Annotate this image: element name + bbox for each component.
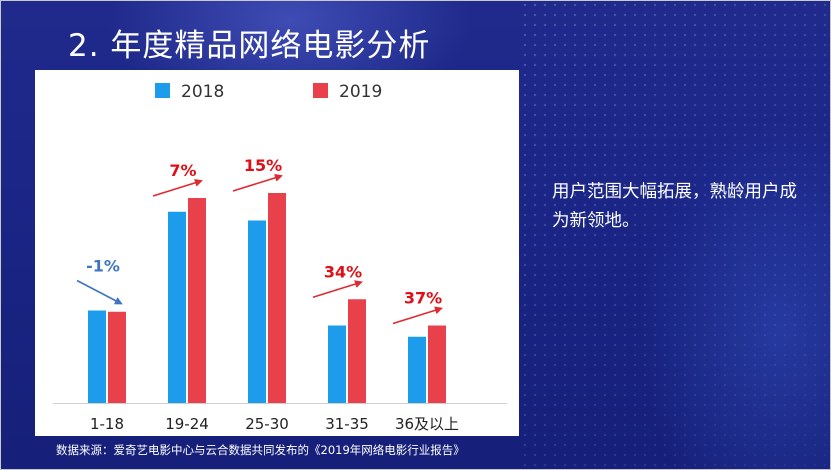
bar-2019-19-24 bbox=[188, 198, 206, 403]
bar-2019-31-35 bbox=[348, 299, 366, 403]
bar-2018-31-35 bbox=[328, 325, 346, 403]
legend-swatch-2019 bbox=[313, 83, 328, 98]
age-distribution-chart: 2018 2019 1-18 -1% 19-24 7% 25-30 15% 31-35 34% 36… bbox=[53, 82, 507, 433]
chart-panel: 2018 2019 1-18 -1% 19-24 7% 25-30 15% 31-35 34% 36… bbox=[35, 70, 519, 436]
bar-2019-36及以上 bbox=[428, 325, 446, 403]
change-label: -1% bbox=[86, 257, 120, 276]
bar-2018-1-18 bbox=[88, 310, 106, 403]
data-source-note: 数据来源：爱奇艺电影中心与云合数据共同发布的《2019年网络电影行业报告》 bbox=[56, 443, 465, 457]
legend-label-2018: 2018 bbox=[181, 82, 224, 102]
bar-2018-36及以上 bbox=[408, 336, 426, 403]
x-tick-label: 31-35 bbox=[325, 415, 369, 433]
change-arrow-up bbox=[392, 306, 443, 325]
x-tick-label: 19-24 bbox=[165, 415, 209, 433]
x-tick-label: 1-18 bbox=[90, 415, 124, 433]
change-arrow-up bbox=[312, 280, 363, 299]
background-dot-pattern bbox=[520, 0, 831, 470]
change-label: 34% bbox=[324, 262, 362, 281]
bar-2018-19-24 bbox=[168, 211, 186, 403]
legend-label-2019: 2019 bbox=[339, 82, 382, 102]
change-arrow-up bbox=[232, 173, 283, 192]
legend-swatch-2018 bbox=[155, 83, 170, 98]
change-label: 37% bbox=[404, 289, 442, 308]
slide-title: 2. 年度精品网络电影分析 bbox=[68, 28, 431, 64]
change-label: 15% bbox=[244, 156, 282, 175]
x-tick-label: 36及以上 bbox=[395, 415, 459, 433]
bar-2019-25-30 bbox=[268, 193, 286, 403]
x-tick-label: 25-30 bbox=[245, 415, 289, 433]
change-label: 7% bbox=[169, 161, 196, 180]
change-arrow-down bbox=[76, 279, 123, 305]
insight-text: 用户范围大幅拓展，熟龄用户成为新领地。 bbox=[552, 182, 797, 231]
bar-2019-1-18 bbox=[108, 311, 126, 403]
change-arrow-up bbox=[152, 178, 203, 197]
bar-2018-25-30 bbox=[248, 220, 266, 403]
